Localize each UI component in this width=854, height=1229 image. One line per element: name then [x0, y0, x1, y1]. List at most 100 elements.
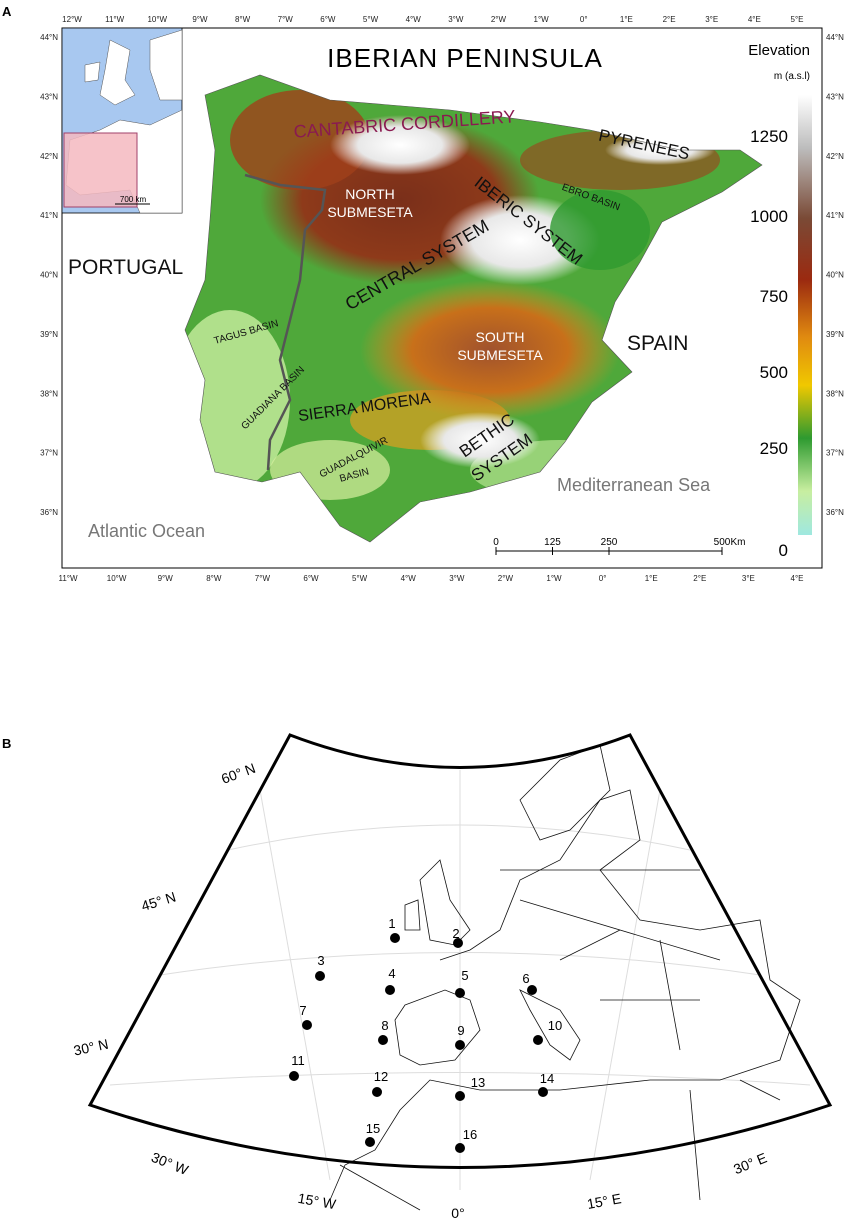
left-tick-label: 39°N: [40, 330, 58, 339]
lon-label: 15° W: [297, 1190, 338, 1213]
scale-label: 250: [601, 537, 618, 548]
site-label: 15: [366, 1121, 380, 1136]
bottom-tick-label: 7°W: [255, 574, 271, 583]
region-label: SOUTH: [476, 329, 525, 345]
right-tick-label: 42°N: [826, 152, 844, 161]
map-frame: [87, 733, 833, 1169]
legend-tick-label: 1000: [750, 207, 788, 226]
site-label: 12: [374, 1069, 388, 1084]
right-tick-label: 39°N: [826, 330, 844, 339]
site-marker: [289, 1071, 299, 1081]
right-tick-label: 41°N: [826, 211, 844, 220]
site-label: 9: [457, 1023, 464, 1038]
top-tick-label: 3°E: [705, 15, 718, 24]
bottom-tick-label: 6°W: [303, 574, 319, 583]
bottom-tick-label: 2°W: [498, 574, 514, 583]
right-tick-label: 38°N: [826, 389, 844, 398]
site-label: 2: [452, 926, 459, 941]
left-tick-label: 43°N: [40, 92, 58, 101]
site-marker: [378, 1035, 388, 1045]
left-tick-label: 44°N: [40, 33, 58, 42]
lat-label: 45° N: [139, 888, 177, 914]
legend-tick-label: 500: [760, 363, 788, 382]
bottom-tick-label: 10°W: [107, 574, 127, 583]
site-marker: [455, 988, 465, 998]
top-tick-label: 4°E: [748, 15, 761, 24]
panel-label: A: [2, 4, 12, 19]
site-marker: [385, 985, 395, 995]
bottom-tick-label: 1°E: [645, 574, 658, 583]
graticule-labels: 12°W 11°W 10°W 9°W 8°W 7°W 6°W 5°W 4°W 3°W 2°W 1°W 0…: [40, 15, 844, 583]
region-label: NORTH: [345, 186, 395, 202]
site-label: 6: [522, 971, 529, 986]
top-tick-label: 11°W: [105, 15, 125, 24]
site-marker: [455, 1143, 465, 1153]
site-marker: [455, 1091, 465, 1101]
region-label: SUBMESETA: [327, 204, 413, 220]
top-tick-label: 2°W: [491, 15, 507, 24]
legend-tick-label: 0: [779, 541, 788, 560]
legend-ticks: 1250 1000 750 500 250 0: [750, 127, 788, 560]
top-tick-label: 7°W: [278, 15, 294, 24]
inset-map: 700 km: [61, 27, 183, 214]
lon-label: 30° W: [149, 1149, 191, 1178]
top-tick-label: 0°: [580, 15, 588, 24]
right-tick-label: 36°N: [826, 508, 844, 517]
top-tick-label: 5°W: [363, 15, 379, 24]
top-tick-label: 9°W: [192, 15, 208, 24]
bottom-tick-label: 3°W: [449, 574, 465, 583]
site-marker: [372, 1087, 382, 1097]
scale-label: 0: [493, 537, 499, 548]
legend-tick-label: 1250: [750, 127, 788, 146]
top-tick-label: 12°W: [62, 15, 82, 24]
country-label: SPAIN: [627, 332, 688, 355]
site-label: 4: [388, 966, 395, 981]
bottom-tick-label: 9°W: [158, 574, 174, 583]
site-marker: [453, 938, 463, 948]
lon-label: 15° E: [586, 1190, 623, 1212]
right-tick-label: 43°N: [826, 92, 844, 101]
top-tick-label: 4°W: [406, 15, 422, 24]
legend-title: Elevation: [748, 42, 810, 59]
graticule: [109, 770, 811, 1190]
site-label: 16: [463, 1127, 477, 1142]
scale-label: 125: [544, 537, 561, 548]
site-marker: [533, 1035, 543, 1045]
site-marker: [302, 1020, 312, 1030]
bottom-tick-label: 1°W: [546, 574, 562, 583]
legend-tick-label: 750: [760, 287, 788, 306]
top-tick-label: 8°W: [235, 15, 251, 24]
lon-label: 0°: [451, 1205, 464, 1221]
site-label: 13: [471, 1075, 485, 1090]
bottom-tick-label: 11°W: [58, 574, 78, 583]
site-marker: [538, 1087, 548, 1097]
site-label: 7: [299, 1003, 306, 1018]
site-marker: [527, 985, 537, 995]
sea-label: Mediterranean Sea: [557, 475, 711, 495]
legend-colorbar: [798, 95, 812, 535]
site-marker: [390, 933, 400, 943]
left-tick-label: 38°N: [40, 389, 58, 398]
sea-label: Atlantic Ocean: [88, 521, 205, 541]
scale-unit: Km: [731, 537, 746, 548]
right-tick-label: 44°N: [826, 33, 844, 42]
site-label: 8: [381, 1018, 388, 1033]
lat-label: 60° N: [219, 760, 258, 787]
top-tick-label: 1°W: [534, 15, 550, 24]
top-tick-label: 5°E: [791, 15, 804, 24]
site-map: 60° N45° N30° N30° W15° W0°15° E30° E123…: [72, 760, 769, 1221]
top-tick-label: 1°E: [620, 15, 633, 24]
top-tick-label: 3°W: [448, 15, 464, 24]
left-tick-label: 42°N: [40, 152, 58, 161]
site-label: 11: [291, 1053, 305, 1068]
bottom-tick-label: 8°W: [206, 574, 222, 583]
lat-label: 30° N: [72, 1036, 110, 1059]
panel-label: B: [2, 736, 11, 751]
bottom-tick-label: 4°E: [791, 574, 804, 583]
inset-scale: 700 km: [120, 195, 147, 204]
legend-tick-label: 250: [760, 439, 788, 458]
border: [244, 173, 327, 471]
bottom-tick-label: 3°E: [742, 574, 755, 583]
map-title: IBERIAN PENINSULA: [327, 43, 603, 73]
